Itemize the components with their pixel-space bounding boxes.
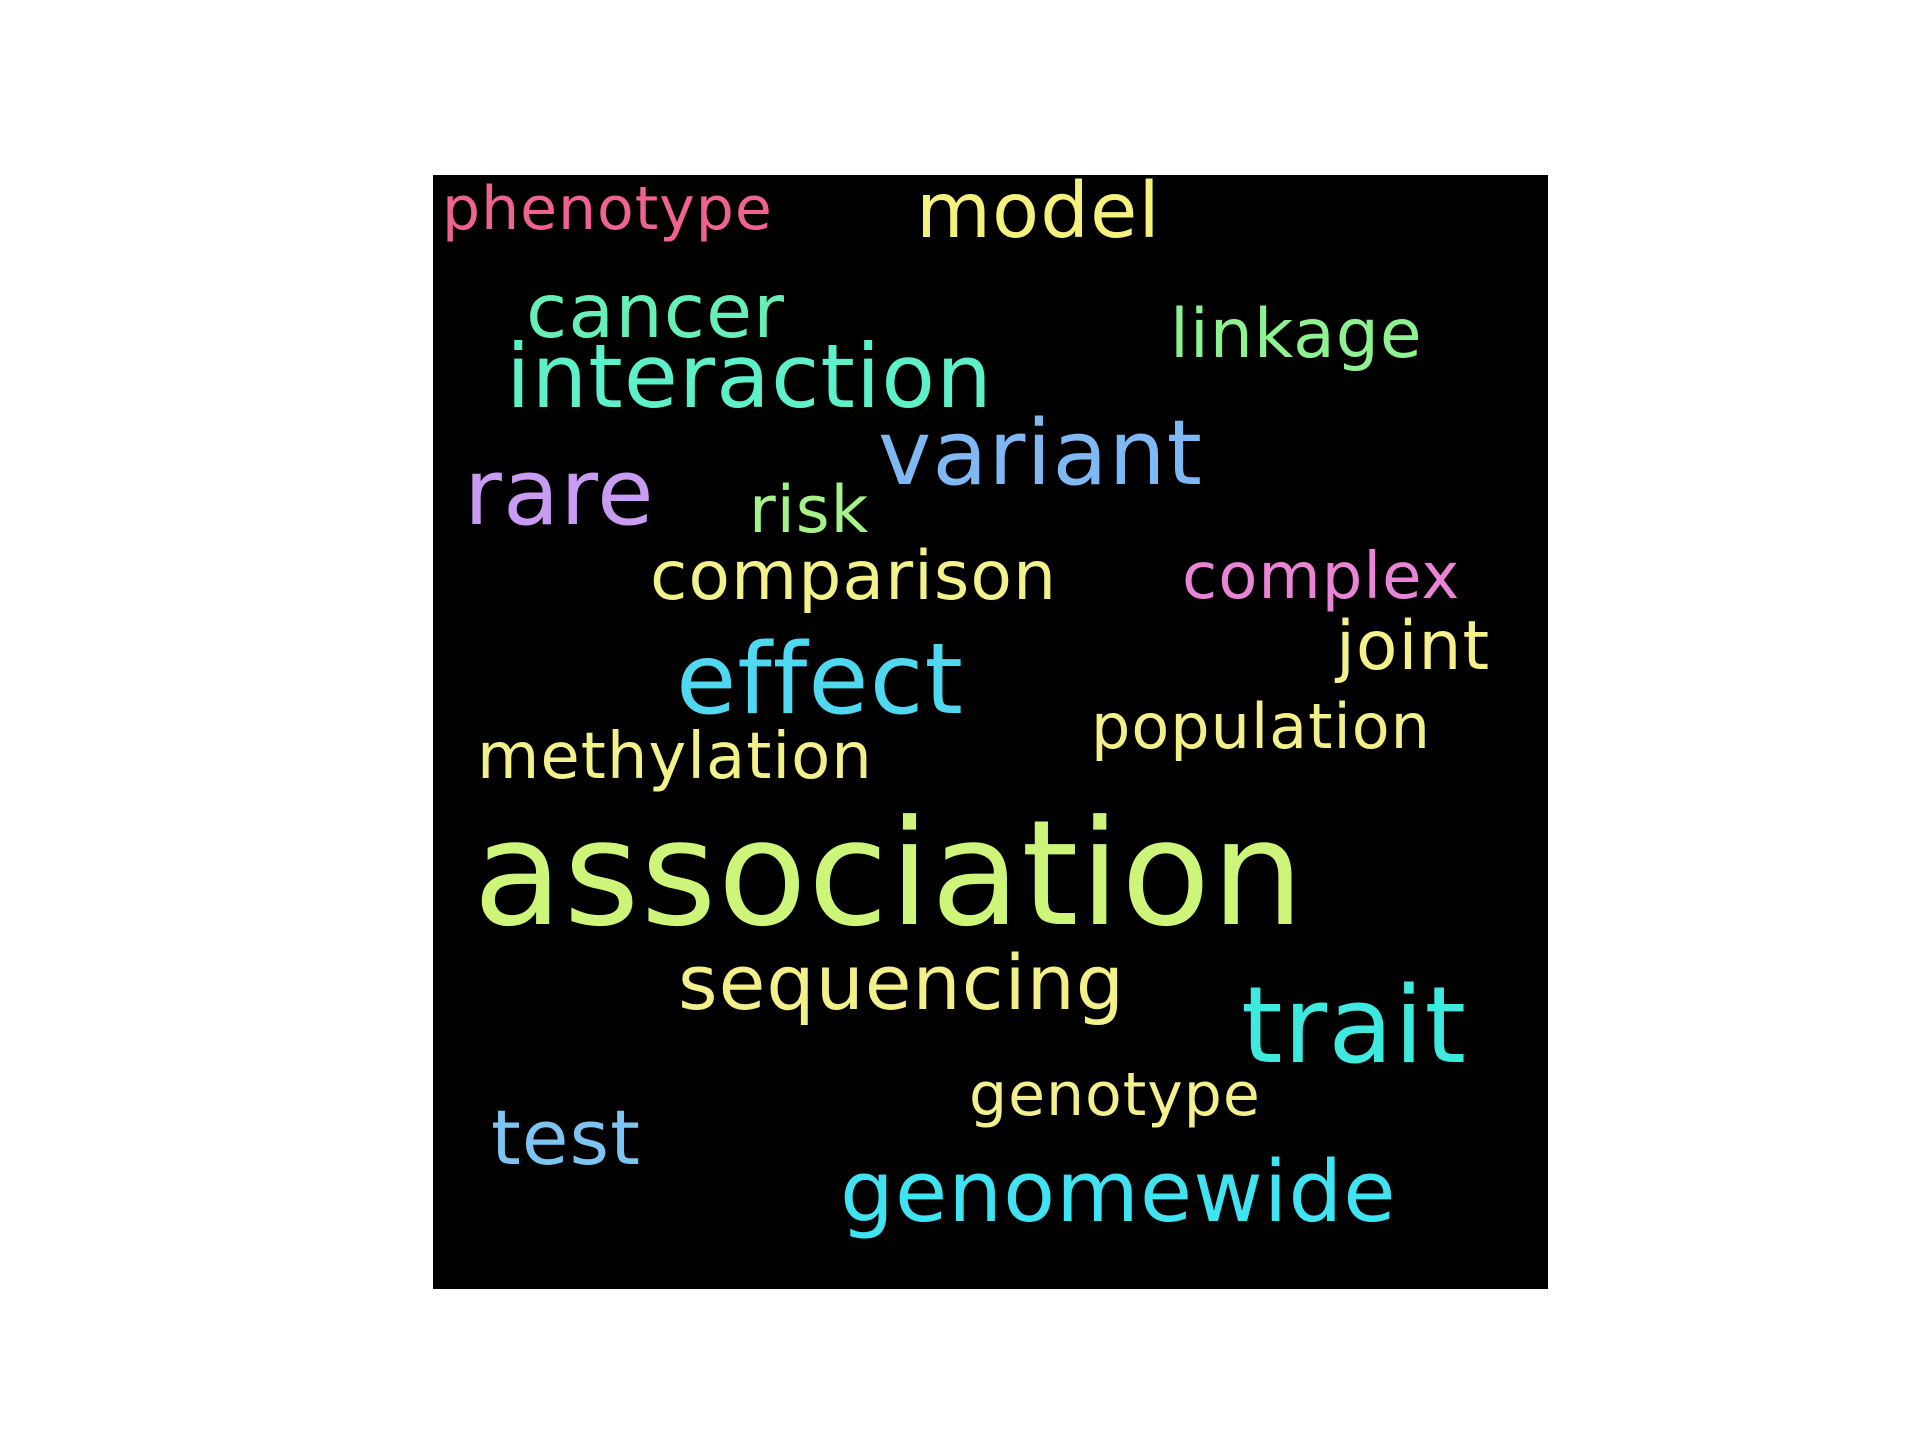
word-interaction: interaction — [506, 325, 993, 428]
word-variant: variant — [878, 401, 1203, 506]
word-phenotype: phenotype — [442, 175, 773, 244]
word-sequencing: sequencing — [678, 938, 1125, 1027]
word-cloud: phenotype model cancer linkage interacti… — [433, 175, 1548, 1289]
word-methylation: methylation — [477, 720, 873, 794]
word-association: association — [473, 789, 1305, 959]
word-comparison: comparison — [650, 537, 1058, 616]
word-cancer: cancer — [526, 267, 785, 355]
word-population: population — [1091, 690, 1431, 763]
word-risk: risk — [749, 473, 870, 548]
word-effect: effect — [676, 623, 964, 737]
word-trait: trait — [1241, 964, 1468, 1087]
word-rare: rare — [464, 439, 655, 546]
word-model: model — [916, 175, 1161, 256]
word-joint: joint — [1336, 607, 1491, 686]
word-genotype: genotype — [969, 1060, 1261, 1130]
word-complex: complex — [1182, 540, 1461, 614]
word-genomewide: genomewide — [840, 1143, 1397, 1242]
word-test: test — [491, 1093, 641, 1182]
word-linkage: linkage — [1170, 295, 1423, 374]
